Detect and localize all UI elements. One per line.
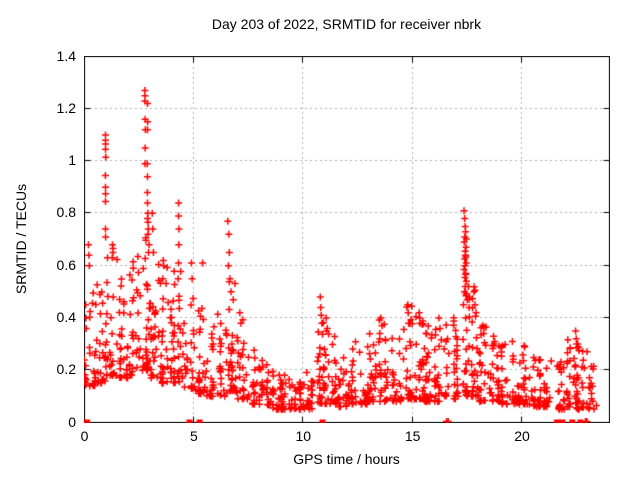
y-tick-label: 0.8 xyxy=(56,204,76,221)
x-tick-label: 15 xyxy=(404,428,421,444)
x-tick-label: 10 xyxy=(295,428,312,444)
y-tick-label: 0.6 xyxy=(56,256,76,273)
y-tick-label: 0 xyxy=(68,413,76,430)
plot-area-canvas xyxy=(84,56,610,423)
x-axis-label: GPS time / hours xyxy=(293,451,400,467)
y-tick-label: 1.4 xyxy=(56,47,76,64)
chart-title: Day 203 of 2022, SRMTID for receiver nbr… xyxy=(211,16,482,32)
y-tick-label: 0.4 xyxy=(56,308,76,325)
y-tick-label: 1 xyxy=(68,152,76,169)
y-tick-label: 1.2 xyxy=(56,99,76,116)
x-tick-label: 0 xyxy=(80,428,89,444)
y-tick-label: 0.2 xyxy=(56,361,76,378)
x-tick-label: 20 xyxy=(514,428,530,444)
x-tick-label: 5 xyxy=(189,428,198,444)
y-axis-label: SRMTID / TECUs xyxy=(13,183,29,295)
